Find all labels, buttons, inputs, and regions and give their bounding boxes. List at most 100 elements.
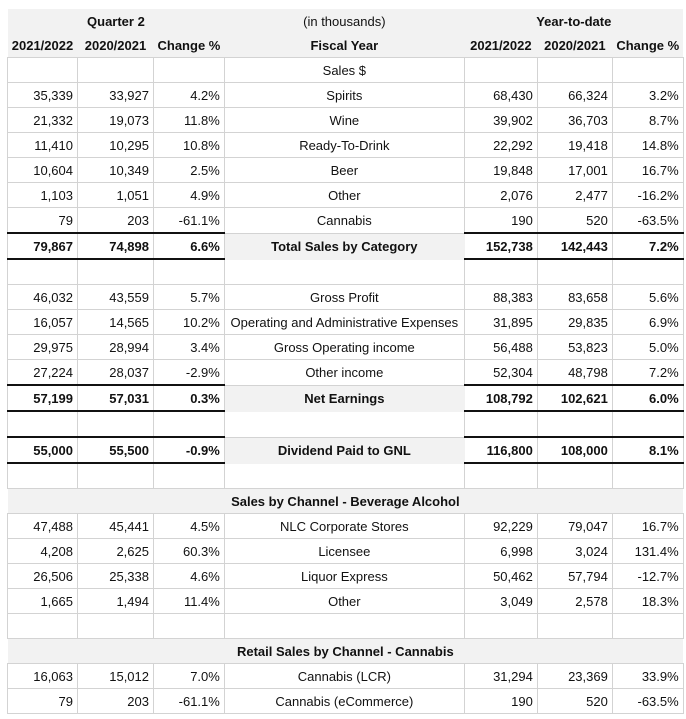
cell-q-prev: 15,012 xyxy=(77,663,154,689)
cell-q-chg: 0.3% xyxy=(153,384,225,412)
cell-q-prev: 203 xyxy=(77,688,154,714)
cell-y-chg: 33.9% xyxy=(611,663,684,689)
cell-y-cur: 22,292 xyxy=(463,132,538,158)
cell-y-chg: 8.1% xyxy=(611,436,684,464)
cell-q-cur: 11,410 xyxy=(7,132,78,158)
cell-q-prev: 10,295 xyxy=(77,132,154,158)
col-q-change: Change % xyxy=(153,33,225,58)
table-row: 46,032 43,559 5.7% Gross Profit 88,383 83,658… xyxy=(7,284,684,310)
cell-y-cur: 88,383 xyxy=(463,284,538,310)
cell-q-prev: 1,494 xyxy=(77,588,154,614)
cell-y-chg: 18.3% xyxy=(611,588,684,614)
cell-q-cur: 35,339 xyxy=(7,82,78,108)
cell-q-cur: 46,032 xyxy=(7,284,78,310)
cell-y-chg: 6.9% xyxy=(611,309,684,335)
row-label: Other income xyxy=(223,359,465,386)
cell-y-cur: 116,800 xyxy=(463,436,538,464)
cell-y-prev: 142,443 xyxy=(536,232,613,260)
cell-y-chg: 16.7% xyxy=(611,513,684,539)
cell-y-chg: 7.2% xyxy=(611,359,684,386)
units-note: (in thousands) xyxy=(224,9,465,33)
blank-row xyxy=(7,462,684,489)
row-label: Other xyxy=(223,182,465,208)
row-label: Spirits xyxy=(223,82,465,108)
row-label: Ready-To-Drink xyxy=(223,132,465,158)
cell-q-cur: 4,208 xyxy=(7,538,78,564)
cell-y-prev: 19,418 xyxy=(536,132,613,158)
cell-y-prev: 102,621 xyxy=(536,384,613,412)
quarter-title: Quarter 2 xyxy=(7,9,225,33)
cell-y-chg: -63.5% xyxy=(611,688,684,714)
cell-y-chg: 14.8% xyxy=(611,132,684,158)
table-row: 10,604 10,349 2.5% Beer 19,848 17,001 16.7% xyxy=(7,157,684,183)
cell-y-cur: 6,998 xyxy=(463,538,538,564)
cell-y-prev xyxy=(536,57,613,83)
cell-q-prev: 74,898 xyxy=(77,232,154,260)
row-label: Total Sales by Category xyxy=(223,232,465,260)
cell-y-chg: 16.7% xyxy=(611,157,684,183)
cell-q-chg: 3.4% xyxy=(153,334,225,360)
cell-y-cur: 2,076 xyxy=(463,182,538,208)
table-row: 26,506 25,338 4.6% Liquor Express 50,462 57,7… xyxy=(7,563,684,589)
cell-y-chg xyxy=(611,57,684,83)
cell-y-prev: 66,324 xyxy=(536,82,613,108)
table-row: 57,199 57,031 0.3% Net Earnings 108,792 102,6… xyxy=(7,384,684,412)
cell-y-chg: -16.2% xyxy=(611,182,684,208)
cell-y-cur: 50,462 xyxy=(463,563,538,589)
row-label xyxy=(223,462,465,489)
cell-y-chg xyxy=(611,613,684,639)
cell-q-chg: 4.6% xyxy=(153,563,225,589)
cell-q-chg: 4.9% xyxy=(153,182,225,208)
cell-q-chg xyxy=(153,613,225,639)
row-label: Cannabis (LCR) xyxy=(223,663,465,689)
cell-y-prev xyxy=(536,613,613,639)
cell-y-cur: 56,488 xyxy=(463,334,538,360)
row-label: Net Earnings xyxy=(223,384,465,412)
cell-q-chg: 10.8% xyxy=(153,132,225,158)
cell-q-chg: 5.7% xyxy=(153,284,225,310)
cell-y-prev: 2,578 xyxy=(536,588,613,614)
cell-q-cur: 21,332 xyxy=(7,107,78,133)
cell-q-cur: 79 xyxy=(7,688,78,714)
cell-y-chg xyxy=(611,258,684,285)
cell-y-chg: 8.7% xyxy=(611,107,684,133)
blank-row xyxy=(7,613,684,639)
cell-q-prev xyxy=(77,613,154,639)
cell-q-cur: 16,063 xyxy=(7,663,78,689)
cell-q-cur: 57,199 xyxy=(7,384,78,412)
cell-q-prev: 33,927 xyxy=(77,82,154,108)
cell-y-chg xyxy=(611,462,684,489)
cell-q-chg xyxy=(153,462,225,489)
cell-y-cur: 31,294 xyxy=(463,663,538,689)
cell-y-prev: 36,703 xyxy=(536,107,613,133)
row-label: Cannabis xyxy=(223,207,465,234)
cell-y-chg: 3.2% xyxy=(611,82,684,108)
cell-q-chg: 10.2% xyxy=(153,309,225,335)
cell-q-cur: 26,506 xyxy=(7,563,78,589)
cell-y-prev xyxy=(536,258,613,285)
cell-q-prev: 57,031 xyxy=(77,384,154,412)
cell-q-prev xyxy=(77,462,154,489)
cell-q-cur xyxy=(7,57,78,83)
cell-q-chg: 60.3% xyxy=(153,538,225,564)
cell-q-chg: 4.5% xyxy=(153,513,225,539)
cell-y-cur: 39,902 xyxy=(463,107,538,133)
cell-q-chg: -61.1% xyxy=(153,207,225,234)
cell-q-chg: 7.0% xyxy=(153,663,225,689)
cell-q-chg xyxy=(153,410,225,438)
cell-y-chg: 5.6% xyxy=(611,284,684,310)
table-row: 79 203 -61.1% Cannabis (eCommerce) 190 520 -63… xyxy=(7,688,684,714)
cell-q-chg: -0.9% xyxy=(153,436,225,464)
cell-y-cur xyxy=(463,462,538,489)
section-title: Retail Sales by Channel - Cannabis xyxy=(7,638,684,664)
cell-q-prev: 55,500 xyxy=(77,436,154,464)
cell-y-chg xyxy=(611,410,684,438)
table-row: 1,103 1,051 4.9% Other 2,076 2,477 -16.2% xyxy=(7,182,684,208)
section-header-row: Retail Sales by Channel - Cannabis xyxy=(7,638,684,664)
cell-y-prev: 520 xyxy=(536,207,613,234)
row-label: Dividend Paid to GNL xyxy=(223,436,465,464)
cell-q-prev: 28,037 xyxy=(77,359,154,386)
table-row: 16,057 14,565 10.2% Operating and Administr… xyxy=(7,309,684,335)
row-label: Licensee xyxy=(223,538,465,564)
